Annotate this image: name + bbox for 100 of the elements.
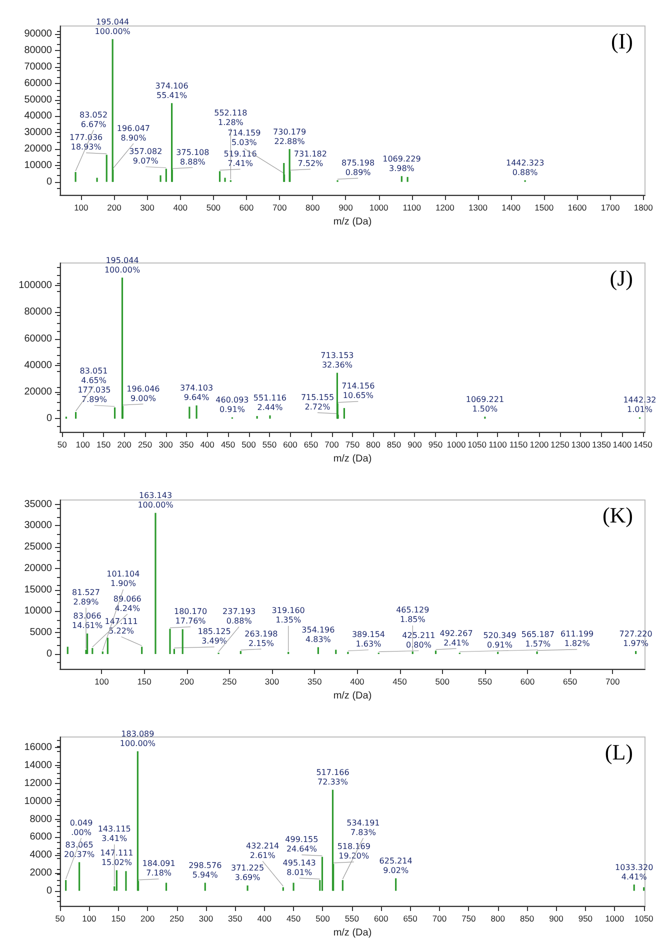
x-tick-label: 50	[55, 914, 65, 924]
x-tick-label: 1500	[534, 202, 554, 212]
x-tick-label: 400	[200, 440, 215, 450]
annotation: 465.129 1.85%	[396, 606, 430, 624]
y-tick-label: 60000	[24, 78, 52, 89]
annotation: 263.198 2.15%	[244, 629, 278, 648]
y-tick-label: 60000	[24, 333, 52, 344]
x-tick-label: 1400	[612, 440, 632, 450]
x-tick-label: 500	[206, 202, 221, 212]
x-tick-label: 100	[82, 914, 97, 924]
x-tick-label: 600	[520, 676, 535, 686]
y-tick-label: 10000	[24, 606, 52, 617]
annotation: (L)	[604, 740, 634, 764]
x-tick-label: 1100	[488, 440, 508, 450]
annotation: 731.182 7.52%	[294, 149, 327, 168]
annotation: 163.143 100.00%	[138, 491, 174, 510]
annotation: 101.104 1.90%	[106, 570, 140, 588]
x-tick-label: 1350	[592, 440, 612, 450]
annotation: 196.046 9.00%	[126, 384, 160, 403]
annotation: 89.066 4.24%	[113, 594, 142, 613]
x-tick-label: 100	[94, 676, 110, 686]
annotation: 534.191 7.83%	[346, 818, 380, 837]
annotation: 180.170 17.76%	[174, 607, 208, 626]
annotation: 1069.221 1.50%	[466, 394, 504, 414]
annotation: 551.116 2.44%	[253, 394, 287, 412]
y-tick-label: 20000	[24, 562, 52, 574]
annotation: 83.065 20.37%	[64, 840, 95, 859]
annotation: 1442.32 1.01%	[623, 396, 656, 414]
x-tick-label: 200	[117, 440, 132, 450]
annotation: 147.111 15.02%	[100, 848, 134, 867]
x-tick-label: 300	[158, 440, 174, 450]
x-tick-label: 1800	[634, 202, 654, 212]
x-tick-label: 300	[264, 676, 280, 686]
x-tick-label: 450	[286, 914, 301, 924]
x-tick-label: 250	[138, 440, 152, 450]
x-tick-label: 500	[435, 676, 450, 686]
x-tick-label: 350	[228, 914, 243, 924]
x-tick-label: 600	[374, 914, 388, 924]
y-tick-label: 15000	[24, 584, 52, 596]
x-axis-title: m/z (Da)	[333, 454, 372, 464]
x-tick-label: 150	[111, 914, 126, 924]
y-tick-label: 20000	[24, 144, 52, 155]
x-tick-label: 1050	[468, 440, 487, 450]
x-tick-label: 250	[222, 676, 237, 686]
annotation: 519.116 7.41%	[224, 149, 257, 168]
x-tick-label: 450	[220, 440, 236, 450]
x-tick-label: 450	[392, 676, 408, 686]
x-tick-label: 350	[308, 676, 322, 686]
x-tick-label: 650	[304, 440, 318, 450]
annotation: 389.154 1.63%	[352, 630, 386, 649]
x-tick-label: 100	[76, 440, 90, 450]
annotation: 354.196 4.83%	[302, 625, 335, 644]
y-tick-label: 10000	[24, 796, 52, 807]
x-tick-label: 700	[432, 914, 447, 924]
x-tick-label: 1000	[605, 914, 624, 924]
annotation: 492.267 2.41%	[440, 628, 473, 648]
annotation: 147.111 5.22%	[104, 617, 138, 636]
x-tick-label: 600	[283, 440, 298, 450]
x-tick-label: 650	[562, 676, 578, 686]
annotation: 184.091 7.18%	[142, 859, 176, 878]
annotation: 83.051 4.65%	[80, 366, 108, 385]
x-tick-label: 1000	[446, 440, 466, 450]
y-tick-label: 70000	[24, 62, 52, 73]
annotation: 319.160 1.35%	[272, 606, 305, 625]
annotation: 83.066 14.61%	[72, 612, 103, 630]
annotation: 432.214 2.61%	[246, 841, 280, 860]
y-tick-label: 2000	[30, 867, 52, 878]
annotation: (I)	[611, 28, 634, 54]
annotation: 185.125 3.49%	[198, 627, 231, 646]
annotation: 715.155 2.72%	[300, 392, 334, 412]
y-tick-label: 10000	[24, 160, 52, 171]
y-tick-label: 0	[46, 176, 52, 188]
annotation: 1069.229 3.98%	[382, 154, 421, 173]
annotation: 714.159 5.03%	[228, 128, 261, 148]
annotation: 714.156 10.65%	[342, 382, 375, 400]
x-tick-label: 1300	[468, 202, 488, 212]
x-tick-label: 750	[345, 440, 360, 450]
x-tick-label: 400	[173, 202, 188, 212]
annotation: (J)	[610, 266, 634, 290]
x-tick-label: 800	[490, 914, 506, 924]
x-tick-label: 1250	[550, 440, 570, 450]
x-axis-title: m/z (Da)	[333, 690, 372, 702]
y-tick-label: 80000	[24, 306, 52, 318]
x-tick-label: 700	[272, 202, 287, 212]
x-tick-label: 150	[137, 676, 152, 686]
x-tick-label: 1200	[435, 202, 455, 212]
annotation: 374.103 9.64%	[180, 384, 214, 402]
x-tick-label: 950	[428, 440, 443, 450]
x-tick-label: 300	[198, 914, 214, 924]
x-tick-label: 500	[316, 914, 330, 924]
annotation: 727.220 1.97%	[619, 629, 652, 648]
x-tick-label: 550	[344, 914, 360, 924]
x-tick-label: 200	[140, 914, 155, 924]
x-tick-label: 50	[57, 440, 68, 450]
x-tick-label: 750	[462, 914, 476, 924]
y-tick-label: 8000	[30, 814, 52, 825]
x-tick-label: 600	[239, 202, 254, 212]
annotation: 237.193 0.88%	[222, 606, 256, 626]
annotation: 371.225 3.69%	[230, 864, 264, 882]
annotation: 195.044 100.00%	[94, 17, 131, 36]
